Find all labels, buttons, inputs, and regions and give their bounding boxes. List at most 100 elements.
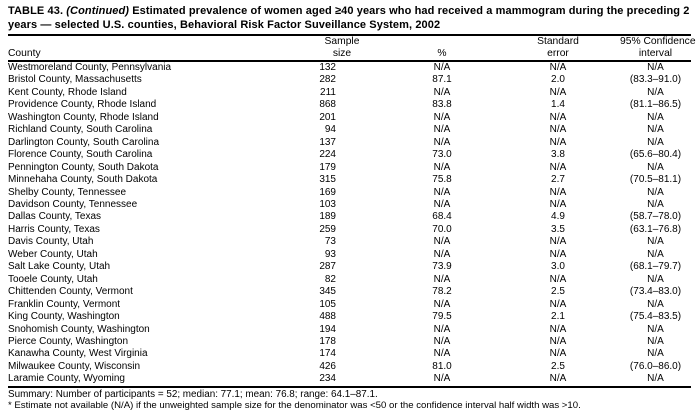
county-cell: Darlington County, South Carolina	[8, 136, 160, 148]
confidence-interval-cell: (63.1–76.8)	[629, 223, 682, 235]
header-row-1: Sample Standard 95% Confidence	[8, 35, 696, 48]
percent-cell: N/A	[433, 86, 451, 98]
county-cell: Richland County, South Carolina	[8, 124, 153, 136]
standard-error-cell: N/A	[549, 373, 567, 385]
percent-cell: N/A	[433, 236, 451, 248]
table-row: Salt Lake County, Utah 287 73.9 3.0 (68.1–79…	[8, 261, 691, 273]
header-sample-line1: Sample	[324, 36, 360, 47]
county-cell: Dallas County, Texas	[8, 211, 102, 223]
header-pct: %	[437, 48, 447, 59]
header-stderr-line1: Standard	[537, 36, 579, 47]
confidence-interval-cell: (76.0–86.0)	[629, 360, 682, 372]
table-row: Kent County, Rhode Island 211 N/A N/A N/A	[8, 87, 691, 99]
sample-size-cell: 94	[324, 124, 336, 136]
confidence-interval-cell: N/A	[647, 298, 664, 310]
sample-size-cell: 179	[319, 161, 336, 173]
sample-size-cell: 174	[319, 348, 336, 360]
county-cell: Pierce County, Washington	[8, 335, 129, 347]
header-ci-line2: interval	[638, 48, 673, 59]
table-row: Davidson County, Tennessee 103 N/A N/A N/A	[8, 199, 691, 211]
county-cell: Davidson County, Tennessee	[8, 198, 138, 210]
table-row: Laramie County, Wyoming 234 N/A N/A N/A	[8, 373, 691, 386]
table-row: Westmoreland County, Pennsylvania 132 N/A N…	[8, 61, 691, 74]
standard-error-cell: 2.0	[551, 74, 565, 86]
table-row: Washington County, Rhode Island 201 N/A N/A…	[8, 112, 691, 124]
sample-size-cell: 234	[319, 373, 336, 385]
confidence-interval-cell: N/A	[647, 335, 664, 347]
confidence-interval-cell: (83.3–91.0)	[629, 74, 682, 86]
header-stderr-line2: error	[547, 48, 569, 59]
standard-error-cell: 3.0	[551, 261, 565, 273]
standard-error-cell: 2.1	[551, 311, 565, 323]
standard-error-cell: N/A	[549, 273, 567, 285]
percent-cell: 68.4	[432, 211, 452, 223]
confidence-interval-cell: N/A	[647, 348, 664, 360]
table-row: Kanawha County, West Virginia 174 N/A N/A N/…	[8, 348, 691, 360]
percent-cell: 81.0	[432, 360, 452, 372]
sample-size-cell: 169	[319, 186, 336, 198]
table-row: Shelby County, Tennessee 169 N/A N/A N/A	[8, 187, 691, 199]
table-row: Tooele County, Utah 82 N/A N/A N/A	[8, 274, 691, 286]
confidence-interval-cell: N/A	[647, 186, 664, 198]
county-cell: Minnehaha County, South Dakota	[8, 174, 158, 186]
standard-error-cell: N/A	[549, 298, 567, 310]
standard-error-cell: 2.7	[551, 174, 565, 186]
confidence-interval-cell: N/A	[647, 373, 664, 385]
confidence-interval-cell: N/A	[647, 198, 664, 210]
percent-cell: N/A	[433, 323, 451, 335]
sample-size-cell: 287	[319, 261, 336, 273]
county-cell: Franklin County, Vermont	[8, 298, 121, 310]
county-cell: Pennington County, South Dakota	[8, 161, 159, 173]
percent-cell: 87.1	[432, 74, 452, 86]
table-body: Westmoreland County, Pennsylvania 132 N/A N…	[8, 61, 691, 387]
sample-size-cell: 315	[319, 174, 336, 186]
county-cell: Laramie County, Wyoming	[8, 373, 125, 385]
sample-size-cell: 211	[320, 86, 336, 98]
sample-size-cell: 82	[324, 273, 336, 285]
percent-cell: N/A	[433, 348, 451, 360]
percent-cell: N/A	[433, 248, 451, 260]
percent-cell: 83.8	[432, 99, 452, 111]
percent-cell: N/A	[433, 124, 451, 136]
confidence-interval-cell: N/A	[647, 161, 664, 173]
county-cell: King County, Washington	[8, 311, 120, 323]
table-row: Weber County, Utah 93 N/A N/A N/A	[8, 249, 691, 261]
standard-error-cell: N/A	[549, 124, 567, 136]
sample-size-cell: 105	[319, 298, 336, 310]
county-cell: Weber County, Utah	[8, 248, 98, 260]
table-row: Davis County, Utah 73 N/A N/A N/A	[8, 236, 691, 248]
standard-error-cell: 1.4	[551, 99, 565, 111]
confidence-interval-cell: N/A	[647, 111, 664, 123]
table-row: Dallas County, Texas 189 68.4 4.9 (58.7–78.0…	[8, 211, 691, 223]
county-cell: Washington County, Rhode Island	[8, 111, 159, 123]
table-title-text-line2: years — selected U.S. counties, Behavior…	[8, 18, 441, 31]
confidence-interval-cell: N/A	[647, 136, 664, 148]
confidence-interval-cell: N/A	[647, 124, 664, 136]
county-cell: Kanawha County, West Virginia	[8, 348, 148, 360]
sample-size-cell: 132	[319, 62, 336, 73]
standard-error-cell: N/A	[549, 248, 567, 260]
confidence-interval-cell: (81.1–86.5)	[629, 99, 682, 111]
confidence-interval-cell: (68.1–79.7)	[629, 261, 682, 273]
header-county-spacer	[8, 35, 296, 48]
standard-error-cell: N/A	[549, 86, 567, 98]
confidence-interval-cell: N/A	[647, 273, 664, 285]
percent-cell: 75.8	[432, 174, 452, 186]
table-title: TABLE 43. (Continued) Estimated prevalen…	[8, 5, 691, 32]
sample-size-cell: 103	[319, 198, 336, 210]
table-header: Sample Standard 95% Confidence County si…	[8, 35, 696, 61]
standard-error-cell: 2.5	[551, 286, 565, 298]
confidence-interval-cell: N/A	[647, 323, 664, 335]
table-row: Florence County, South Carolina 224 73.0 3.…	[8, 149, 691, 161]
standard-error-cell: N/A	[549, 136, 567, 148]
sample-size-cell: 345	[319, 286, 336, 298]
standard-error-cell: 3.8	[551, 149, 565, 161]
standard-error-cell: N/A	[549, 348, 567, 360]
county-cell: Salt Lake County, Utah	[8, 261, 111, 273]
county-cell: Harris County, Texas	[8, 223, 100, 235]
confidence-interval-cell: (58.7–78.0)	[629, 211, 682, 223]
sample-size-cell: 282	[319, 74, 336, 86]
percent-cell: N/A	[433, 136, 451, 148]
standard-error-cell: N/A	[549, 186, 567, 198]
county-cell: Snohomish County, Washington	[8, 323, 150, 335]
